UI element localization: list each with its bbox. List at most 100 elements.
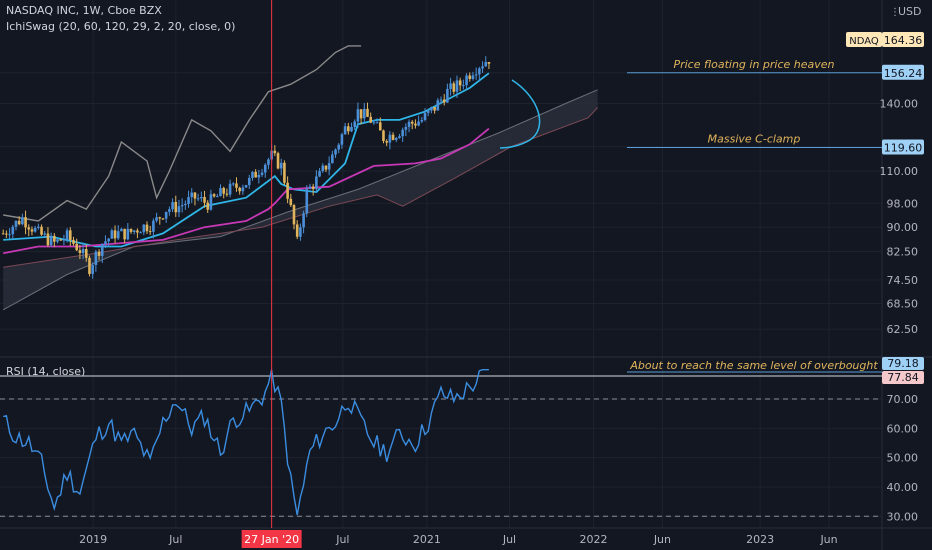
candle[interactable] bbox=[407, 119, 411, 133]
candle[interactable] bbox=[168, 206, 171, 216]
candle[interactable] bbox=[212, 193, 216, 198]
candle[interactable] bbox=[139, 231, 142, 234]
candle[interactable] bbox=[100, 243, 104, 263]
candle[interactable] bbox=[152, 218, 155, 239]
candle[interactable] bbox=[126, 223, 130, 241]
candle[interactable] bbox=[161, 217, 165, 220]
candle[interactable] bbox=[410, 120, 414, 130]
candle[interactable] bbox=[401, 127, 404, 143]
candle[interactable] bbox=[417, 115, 420, 127]
candle[interactable] bbox=[273, 145, 277, 157]
candle[interactable] bbox=[471, 71, 475, 81]
candle[interactable] bbox=[340, 132, 344, 149]
candle[interactable] bbox=[132, 229, 136, 235]
candle[interactable] bbox=[375, 118, 379, 124]
candle[interactable] bbox=[206, 200, 210, 213]
candle[interactable] bbox=[88, 255, 91, 277]
candle[interactable] bbox=[116, 225, 120, 240]
candle[interactable] bbox=[388, 131, 392, 150]
candle[interactable] bbox=[53, 233, 56, 248]
candle[interactable] bbox=[458, 77, 462, 91]
candle[interactable] bbox=[391, 132, 395, 141]
c-clamp-drawing[interactable] bbox=[499, 79, 541, 149]
currency-dropdown-icon[interactable]: ⋮ bbox=[890, 7, 900, 18]
candle[interactable] bbox=[334, 148, 337, 158]
candle[interactable] bbox=[174, 195, 178, 217]
candle[interactable] bbox=[385, 139, 388, 147]
candle[interactable] bbox=[436, 98, 440, 111]
candle[interactable] bbox=[94, 249, 98, 272]
candle[interactable] bbox=[24, 210, 27, 235]
candle[interactable] bbox=[347, 122, 350, 135]
candle[interactable] bbox=[8, 228, 11, 239]
candle[interactable] bbox=[113, 225, 117, 244]
candle[interactable] bbox=[426, 109, 430, 117]
candle[interactable] bbox=[241, 184, 245, 195]
candle[interactable] bbox=[180, 198, 184, 213]
candle[interactable] bbox=[430, 106, 433, 114]
candle[interactable] bbox=[283, 160, 286, 186]
candle[interactable] bbox=[123, 228, 126, 244]
candle[interactable] bbox=[382, 129, 385, 144]
candle[interactable] bbox=[37, 223, 40, 230]
candle[interactable] bbox=[455, 75, 459, 98]
candle[interactable] bbox=[75, 238, 78, 252]
candle[interactable] bbox=[216, 193, 219, 198]
rsi-annotation-text[interactable]: About to reach the same level of overbou… bbox=[629, 359, 878, 372]
candle[interactable] bbox=[56, 238, 59, 244]
candle[interactable] bbox=[289, 193, 293, 207]
candle[interactable] bbox=[302, 210, 305, 234]
axes[interactable]: 62.50 68.50 74.50 82.50 90.00 98.00 110.00 140.… bbox=[79, 0, 918, 548]
candle[interactable] bbox=[254, 169, 257, 178]
annotation-text[interactable]: Price floating in price heaven bbox=[673, 58, 834, 71]
candle[interactable] bbox=[184, 200, 187, 211]
candle[interactable] bbox=[263, 163, 267, 178]
candle[interactable] bbox=[356, 102, 360, 128]
candles[interactable] bbox=[1, 56, 541, 279]
candle[interactable] bbox=[308, 183, 312, 190]
candle[interactable] bbox=[481, 61, 484, 73]
candle[interactable] bbox=[372, 119, 376, 125]
candle[interactable] bbox=[353, 119, 357, 131]
candle[interactable] bbox=[446, 83, 449, 104]
currency-label[interactable]: USD bbox=[898, 5, 922, 18]
candle[interactable] bbox=[324, 165, 328, 173]
candle[interactable] bbox=[65, 228, 69, 243]
candle[interactable] bbox=[267, 157, 270, 170]
candle[interactable] bbox=[136, 228, 139, 239]
candle[interactable] bbox=[145, 221, 149, 235]
candle[interactable] bbox=[46, 227, 50, 247]
candle[interactable] bbox=[465, 73, 468, 90]
candle[interactable] bbox=[11, 224, 15, 240]
candle[interactable] bbox=[276, 151, 280, 170]
candle[interactable] bbox=[40, 224, 43, 236]
candle[interactable] bbox=[378, 117, 382, 131]
candle[interactable] bbox=[442, 94, 446, 106]
candle[interactable] bbox=[158, 216, 162, 225]
candle[interactable] bbox=[452, 81, 456, 95]
candle[interactable] bbox=[196, 193, 200, 202]
candle[interactable] bbox=[219, 184, 222, 197]
candle[interactable] bbox=[487, 61, 491, 70]
candle[interactable] bbox=[343, 122, 347, 135]
candle[interactable] bbox=[484, 56, 488, 67]
candle[interactable] bbox=[337, 142, 341, 154]
candle[interactable] bbox=[244, 184, 248, 188]
candle[interactable] bbox=[190, 188, 194, 203]
candle[interactable] bbox=[331, 150, 334, 164]
candle[interactable] bbox=[120, 227, 123, 232]
candle[interactable] bbox=[81, 242, 85, 260]
candle[interactable] bbox=[286, 176, 289, 204]
candle[interactable] bbox=[27, 224, 31, 237]
candle[interactable] bbox=[394, 136, 398, 143]
candle[interactable] bbox=[1, 229, 5, 235]
candle[interactable] bbox=[251, 171, 254, 181]
candle[interactable] bbox=[209, 189, 213, 211]
candle[interactable] bbox=[5, 230, 8, 238]
candle[interactable] bbox=[107, 237, 110, 247]
candle[interactable] bbox=[398, 133, 401, 139]
candle[interactable] bbox=[468, 72, 472, 82]
candle[interactable] bbox=[295, 220, 299, 240]
candle[interactable] bbox=[359, 109, 363, 125]
